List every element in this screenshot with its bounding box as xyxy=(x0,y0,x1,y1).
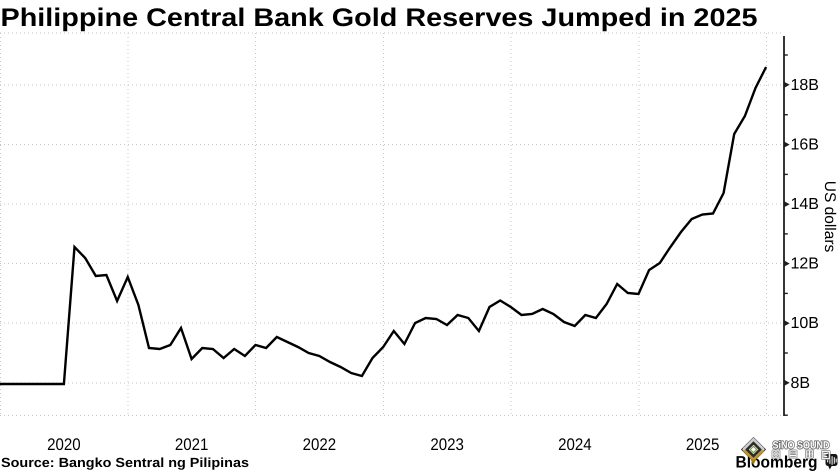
svg-text:US dollars: US dollars xyxy=(821,181,838,253)
svg-text:12B: 12B xyxy=(791,256,819,273)
svg-text:Source: Bangko Sentral ng Pili: Source: Bangko Sentral ng Pilipinas xyxy=(1,455,249,470)
svg-text:2021: 2021 xyxy=(175,435,209,454)
svg-text:2020: 2020 xyxy=(47,435,81,454)
svg-text:Philippine Central Bank Gold R: Philippine Central Bank Gold Reserves Ju… xyxy=(1,4,758,32)
svg-text:2025: 2025 xyxy=(686,435,720,454)
svg-text:10B: 10B xyxy=(791,315,819,332)
svg-text:14B: 14B xyxy=(791,196,819,213)
svg-text:16B: 16B xyxy=(791,137,819,154)
svg-text:2024: 2024 xyxy=(558,435,592,454)
svg-text:8B: 8B xyxy=(791,375,811,392)
svg-text:2022: 2022 xyxy=(303,435,337,454)
svg-text:18B: 18B xyxy=(791,77,819,94)
svg-text:2023: 2023 xyxy=(430,435,464,454)
svg-text:SiNO SOUND: SiNO SOUND xyxy=(773,440,830,452)
